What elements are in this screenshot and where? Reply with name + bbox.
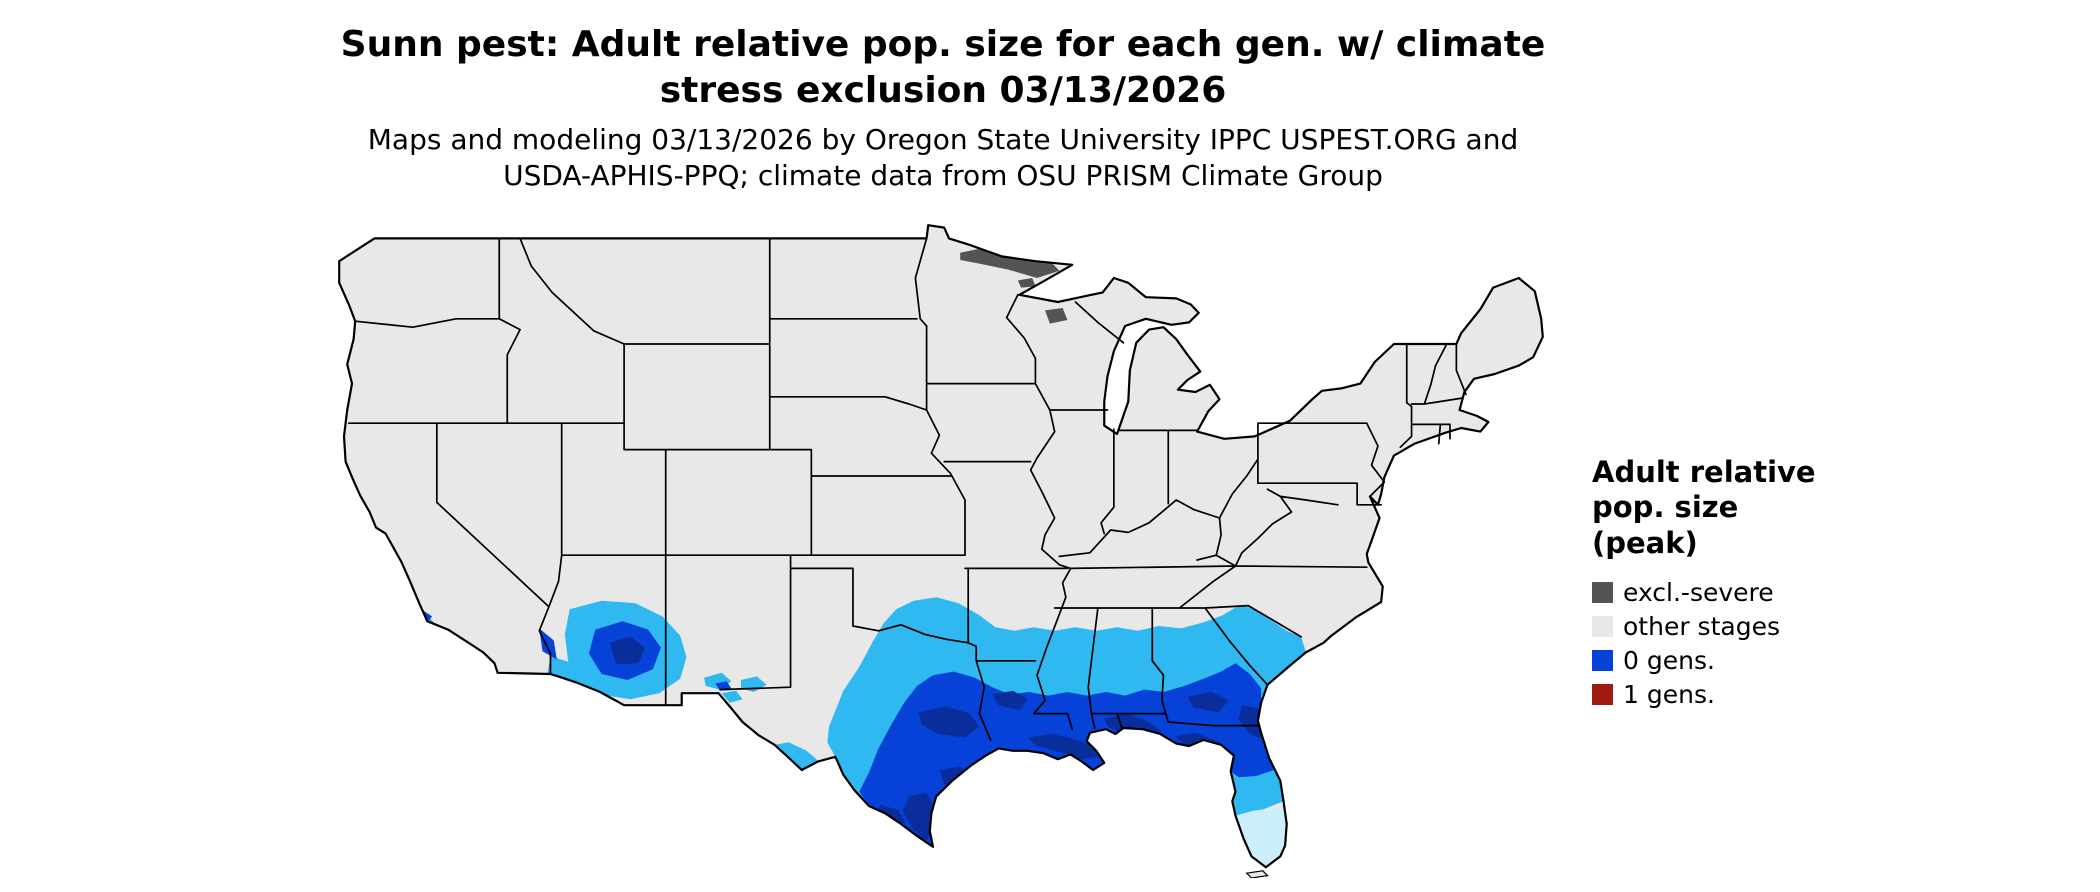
legend-label-0-gens: 0 gens. (1623, 645, 1715, 675)
zero-gen-light-region-south (380, 534, 1306, 847)
legend-label-excl-severe: excl.-severe (1623, 577, 1774, 607)
figure-subtitle-line1: Maps and modeling 03/13/2026 by Oregon S… (367, 123, 1519, 156)
figure-title-line1: Sunn pest: Adult relative pop. size for … (340, 24, 1546, 65)
legend-swatch-excl-severe (1592, 581, 1613, 603)
us-map (328, 218, 1554, 878)
legend-label-1-gens: 1 gens. (1623, 679, 1715, 709)
legend-title-line3: (peak) (1592, 525, 1698, 560)
south-florida-pale-region (1235, 807, 1286, 868)
map-outline (339, 225, 1543, 867)
figure-subtitle-line2: USDA-APHIS-PPQ; climate data from OSU PR… (503, 159, 1383, 193)
figure-title: Sunn pest: Adult relative pop. size for … (0, 22, 1886, 114)
figure-title-line2: stress exclusion 03/13/2026 (659, 70, 1227, 112)
legend-swatch-1-gens (1592, 683, 1613, 705)
us-map-container (328, 218, 1554, 878)
model-overlay-group (380, 246, 1306, 868)
map-legend: Adult relative pop. size (peak) excl.-se… (1592, 455, 1852, 711)
legend-swatch-0-gens (1592, 649, 1613, 671)
legend-item-excl-severe: excl.-severe (1592, 575, 1852, 609)
state-borders (349, 238, 1466, 740)
legend-title-line2: pop. size (1592, 490, 1739, 525)
florida-keys (1247, 871, 1268, 878)
zero-gen-core-region (414, 608, 1274, 847)
figure-subtitle: Maps and modeling 03/13/2026 by Oregon S… (0, 122, 1886, 195)
legend-title-line1: Adult relative (1592, 455, 1816, 489)
severe-exclusion-region (960, 246, 1068, 324)
legend-swatch-other-stages (1592, 615, 1613, 637)
legend-item-other-stages: other stages (1592, 609, 1852, 643)
legend-item-1-gens: 1 gens. (1592, 677, 1852, 711)
legend-items: excl.-severe other stages 0 gens. 1 gens… (1592, 575, 1852, 711)
legend-item-0-gens: 0 gens. (1592, 643, 1852, 677)
legend-title: Adult relative pop. size (peak) (1592, 455, 1852, 561)
legend-label-other-stages: other stages (1623, 611, 1780, 641)
